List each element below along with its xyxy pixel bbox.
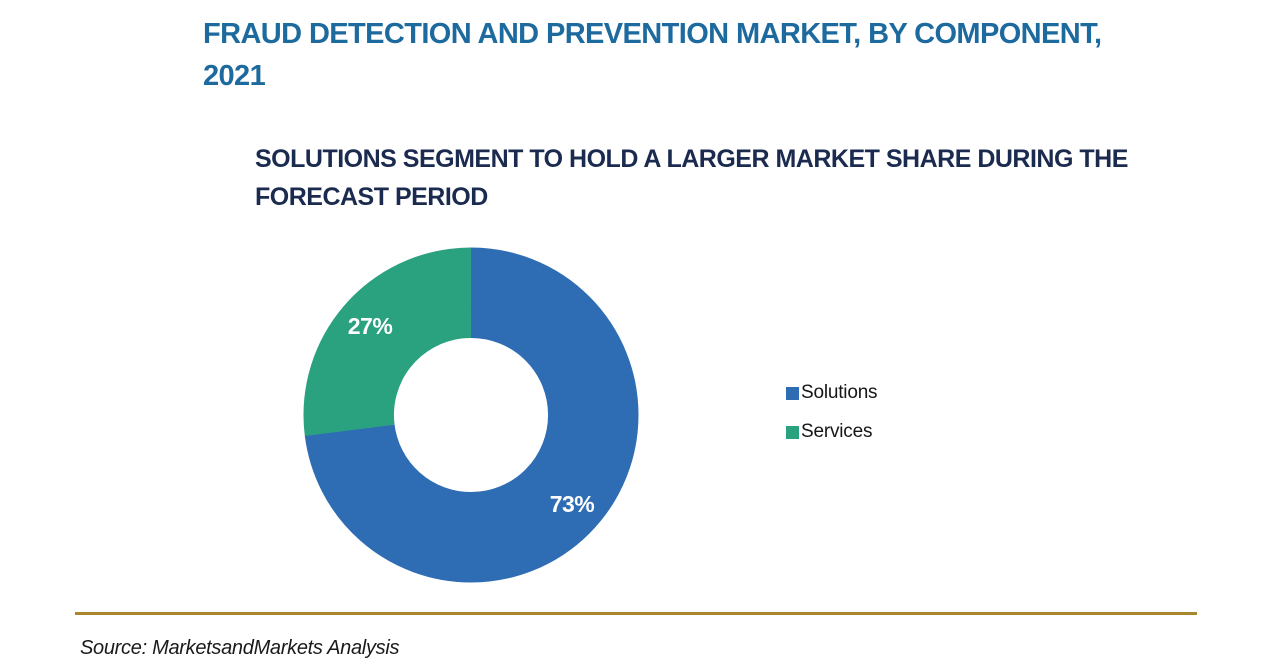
page-title-line1: FRAUD DETECTION AND PREVENTION MARKET, B… <box>203 18 1102 50</box>
data-label-services: 27% <box>348 313 393 339</box>
page-title-line2: 2021 <box>203 60 266 92</box>
legend-item-solutions: Solutions <box>786 382 878 404</box>
legend-swatch-icon <box>786 386 799 400</box>
chart-subtitle-line1: SOLUTIONS SEGMENT TO HOLD A LARGER MARKE… <box>255 145 1128 173</box>
source-note: Source: MarketsandMarkets Analysis <box>80 637 400 659</box>
legend-label: Solutions <box>801 382 878 403</box>
page-title: FRAUD DETECTION AND PREVENTION MARKET, B… <box>203 13 1213 97</box>
data-label-solutions: 73% <box>550 491 595 517</box>
donut-chart: 73% 27% <box>303 247 639 583</box>
divider-line <box>75 612 1197 615</box>
legend: Solutions Services <box>786 382 878 460</box>
legend-item-services: Services <box>786 421 877 443</box>
chart-subtitle-line2: FORECAST PERIOD <box>255 183 488 211</box>
legend-swatch-icon <box>786 425 799 439</box>
legend-label: Services <box>801 421 873 442</box>
slice-services <box>303 247 639 583</box>
chart-subtitle: SOLUTIONS SEGMENT TO HOLD A LARGER MARKE… <box>255 140 1155 216</box>
